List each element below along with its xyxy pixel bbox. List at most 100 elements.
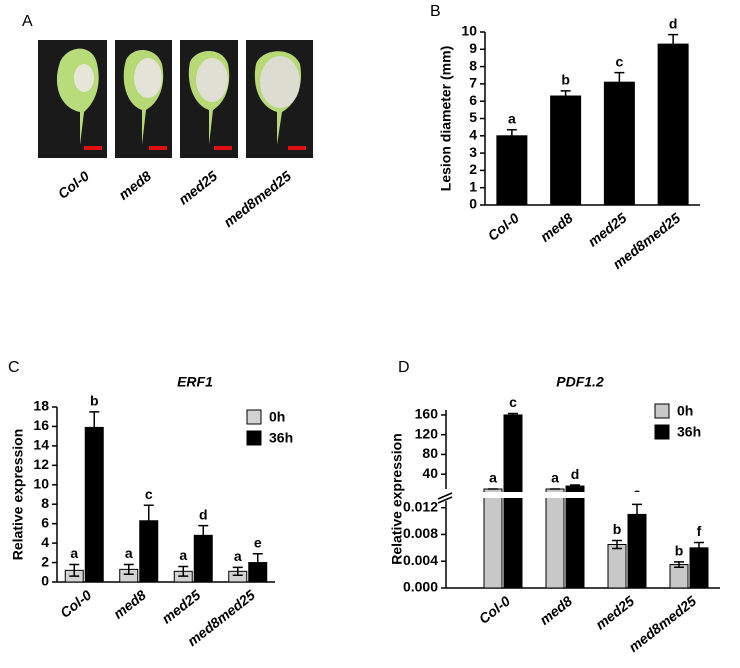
axis-break [438, 492, 720, 498]
legend-swatch [654, 424, 670, 440]
significance-letter: c [615, 53, 623, 69]
error-bar [632, 503, 642, 526]
y-tick-label: 160 [415, 406, 439, 422]
bar [503, 414, 523, 589]
y-tick-label: 2 [469, 161, 477, 177]
x-tick-label: med8 [536, 593, 575, 628]
error-bar [69, 563, 80, 577]
y-tick-label: 0 [41, 573, 49, 589]
significance-letter: c [145, 486, 153, 502]
bar [84, 426, 104, 583]
y-tick-label: 0.000 [403, 579, 438, 595]
y-tick-label: 8 [469, 57, 477, 73]
y-tick-label: 10 [461, 23, 477, 39]
legend-label: 0h [677, 403, 693, 419]
y-tick-label: 8 [41, 495, 49, 511]
bar [565, 485, 585, 589]
bar [669, 564, 689, 589]
significance-letter: a [125, 545, 133, 561]
y-tick-label: 3 [469, 144, 477, 160]
error-bar [612, 539, 622, 550]
y-tick-label: 0.008 [403, 525, 438, 541]
significance-letter: b [90, 393, 99, 409]
y-tick-label: 4 [469, 127, 477, 143]
y-tick-label: 16 [33, 417, 49, 433]
chart-title: PDF1.2 [556, 374, 604, 390]
y-tick-label: 5 [469, 109, 477, 125]
y-tick-label: 6 [41, 514, 49, 530]
significance-letter: f [697, 523, 702, 539]
error-bar [198, 524, 209, 546]
significance-letter: d [571, 466, 580, 482]
y-axis-label: Relative expression [10, 429, 26, 561]
photo-label: med8med25 [220, 168, 294, 231]
x-tick-label: Col-0 [57, 587, 95, 621]
y-axis-label: Lesion diameter (mm) [438, 46, 454, 191]
error-bar [614, 71, 625, 93]
y-tick-label: 0 [469, 196, 477, 212]
x-tick-label: med25 [592, 593, 637, 633]
y-tick-label: 0.012 [403, 498, 438, 514]
legend-swatch [654, 403, 670, 419]
legend-swatch [246, 409, 262, 425]
panel-label: B [430, 3, 441, 20]
axis-break [437, 492, 453, 504]
significance-letter: a [234, 548, 242, 564]
x-tick-label: Col-0 [485, 210, 523, 244]
chart-title: ERF1 [177, 374, 213, 390]
x-tick-label: med25 [159, 587, 204, 627]
bar [607, 544, 627, 589]
legend-label: 36h [677, 424, 701, 440]
x-tick-label: med8 [110, 587, 149, 622]
error-bar [89, 411, 100, 444]
error-bar [668, 33, 679, 55]
y-tick-label: 40 [422, 465, 438, 481]
significance-letter: d [199, 506, 208, 522]
error-bar [232, 566, 243, 576]
photo-label: med8 [115, 168, 154, 203]
error-bar [674, 561, 684, 569]
significance-letter: a [551, 470, 559, 486]
leaf-photos [38, 40, 313, 158]
error-bar [570, 484, 580, 488]
significance-letter: b [561, 72, 570, 88]
significance-letter: d [669, 15, 678, 31]
significance-letter: a [489, 470, 497, 486]
error-bar [560, 90, 571, 102]
panel-label: C [8, 359, 20, 376]
y-axis-label: Relative expression [389, 433, 405, 565]
bar [545, 488, 565, 589]
error-bar [178, 565, 189, 577]
error-bar [143, 504, 154, 538]
significance-letter: a [508, 110, 516, 126]
x-tick-label: med8 [537, 210, 576, 245]
y-tick-label: 4 [41, 534, 49, 550]
x-tick-label: med25 [585, 210, 630, 250]
significance-letter: a [179, 547, 187, 563]
error-bar [694, 541, 704, 554]
legend-label: 0h [269, 409, 285, 425]
panel-label: D [398, 359, 410, 376]
y-tick-label: 12 [33, 456, 49, 472]
significance-letter: a [70, 545, 78, 561]
panel-label: A [22, 13, 33, 30]
significance-letter: b [675, 543, 684, 559]
bar [483, 488, 503, 589]
error-bar [508, 412, 518, 418]
y-tick-label: 9 [469, 40, 477, 56]
y-tick-label: 120 [415, 425, 439, 441]
y-tick-label: 2 [41, 553, 49, 569]
error-bar [252, 553, 263, 573]
bar [627, 513, 647, 589]
error-bar [123, 563, 134, 575]
y-tick-label: 6 [469, 92, 477, 108]
significance-letter: b [613, 521, 622, 537]
y-tick-label: 10 [33, 475, 49, 491]
y-tick-label: 18 [33, 398, 49, 414]
y-tick-label: 80 [422, 445, 438, 461]
y-tick-label: 1 [469, 178, 477, 194]
photo-label: med25 [175, 168, 220, 208]
bar [657, 43, 689, 206]
y-tick-label: 0.004 [403, 552, 438, 568]
x-tick-label: med8med25 [625, 593, 699, 656]
